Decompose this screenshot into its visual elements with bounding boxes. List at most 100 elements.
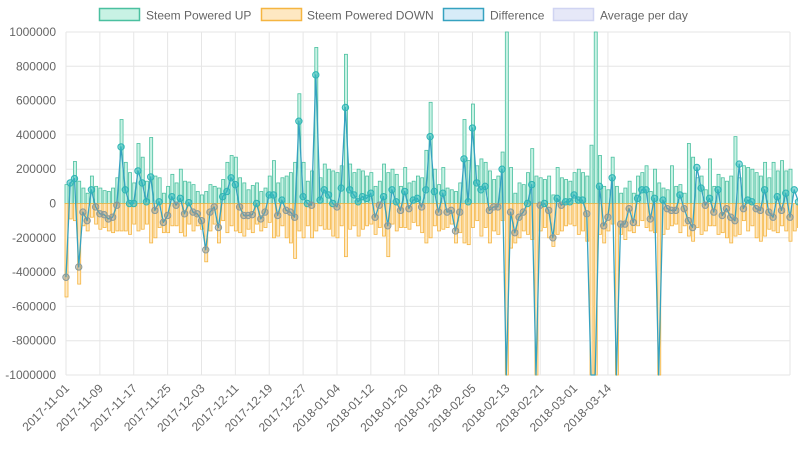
bar-up [593,31,598,204]
difference-point [214,223,223,232]
bar-up [445,187,450,204]
y-tick-label: -1000000 [5,368,56,382]
difference-point [210,203,218,211]
bar-down [636,203,640,227]
bar-up [233,156,238,204]
bar-down [729,203,734,244]
bar-down [225,203,230,234]
difference-point [553,194,561,203]
bar-up [521,184,526,204]
difference-point [202,246,210,254]
bar-down [644,203,649,228]
difference-point [765,208,773,216]
bar-down [466,203,471,246]
bar-down [348,203,353,230]
bar-down [708,203,712,227]
difference-point [752,204,760,213]
bar-down [665,203,670,230]
difference-point [189,208,197,216]
difference-point [185,198,193,207]
difference-point [138,179,146,187]
bar-up [513,192,518,204]
difference-point [104,215,113,223]
bar-down [568,203,573,225]
difference-point [146,173,155,181]
bar-up [619,192,624,204]
difference-point [193,210,201,218]
difference-point [578,196,587,204]
bar-down [538,203,543,232]
bar-down [314,203,319,232]
bar-down [407,203,412,230]
y-tick-label: 1000000 [9,25,56,39]
difference-point [401,187,409,196]
difference-point [659,196,667,204]
bar-down [462,203,467,244]
bar-up [225,161,230,204]
bar-down [140,203,145,230]
bar-up [449,189,454,204]
difference-point [273,211,282,220]
bar-down [339,203,344,227]
bar-up [614,185,619,204]
difference-point [621,220,629,228]
bar-down [288,203,293,244]
difference-point [570,191,578,199]
difference-point [303,199,312,208]
y-tick-label: 400000 [16,128,56,142]
bar-down [149,203,154,244]
bar-down [318,203,323,227]
bar-down [284,203,289,239]
difference-point [316,196,324,204]
difference-point [405,204,413,213]
difference-point [151,206,159,215]
bar-down [145,203,149,225]
difference-point [769,213,777,221]
bar-down [699,203,704,235]
difference-point [663,204,671,213]
y-tick-label: -200000 [12,231,56,245]
bar-up [195,191,200,204]
bar-down [128,203,132,235]
difference-point [790,186,798,194]
bar-up [81,187,86,204]
difference-point [481,182,489,191]
difference-point [511,228,519,237]
difference-point [498,165,506,173]
difference-point [341,103,350,112]
difference-point [756,206,765,215]
bar-down [619,203,624,235]
difference-point [731,216,739,225]
bar-down [509,203,513,249]
difference-point [172,201,180,209]
bar-down [483,203,488,228]
bar-up [64,184,69,204]
difference-point [367,189,375,197]
bar-down [415,203,420,227]
bar-down [344,203,348,258]
difference-point [777,206,786,215]
difference-point [227,174,235,182]
bar-down [559,203,564,232]
bar-down [221,203,226,222]
difference-point [206,208,214,216]
difference-point [286,208,295,216]
bar-down [471,203,475,228]
difference-point [324,191,333,199]
bar-up [128,172,132,204]
difference-point [100,210,108,219]
legend-label: Steem Powered DOWN [307,9,434,23]
bar-up [77,180,82,204]
bar-up [200,194,204,204]
difference-point [722,204,731,213]
bar-up [288,172,293,204]
difference-point [456,208,464,216]
x-axis: 2017-11-012017-11-092017-11-172017-11-25… [19,381,614,435]
bar-down [746,203,751,232]
difference-point [646,215,654,223]
difference-point [430,187,439,196]
difference-point [794,198,798,206]
bar-down [564,203,569,227]
bar-down [788,203,793,242]
